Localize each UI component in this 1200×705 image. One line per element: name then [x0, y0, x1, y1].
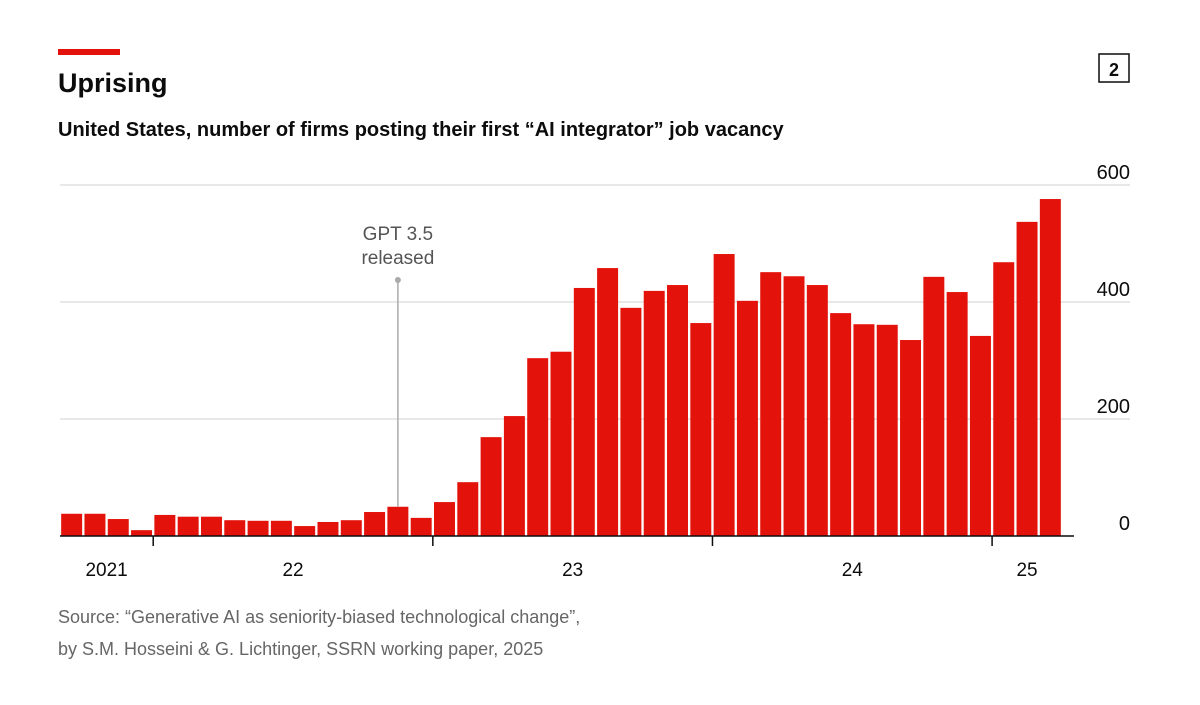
annotation-dot	[394, 277, 401, 283]
bar	[760, 272, 782, 536]
bar	[270, 520, 292, 536]
bar	[900, 340, 922, 536]
source: Source: “Generative AI as seniority-bias…	[58, 607, 580, 627]
bar	[434, 502, 455, 536]
x-tick-label: 23	[562, 560, 583, 581]
chart-number: 2	[1109, 60, 1119, 80]
bar	[364, 512, 386, 536]
y-tick-label: 400	[1097, 279, 1130, 301]
bar	[830, 313, 852, 536]
x-tick-label: 25	[1016, 560, 1037, 581]
x-tick-label: 24	[842, 560, 864, 581]
bar	[597, 268, 619, 536]
bar	[84, 513, 106, 536]
annotation-text: GPT 3.5	[363, 224, 433, 245]
bar	[61, 513, 83, 536]
bar	[154, 514, 176, 536]
y-tick-label: 0	[1119, 513, 1130, 535]
brand-bar	[58, 49, 120, 55]
bar	[340, 520, 362, 536]
bar	[946, 292, 968, 536]
bar	[247, 520, 269, 536]
bar	[923, 276, 945, 536]
bar	[876, 324, 898, 536]
bar	[527, 358, 549, 536]
y-tick-label: 600	[1097, 162, 1130, 184]
bar	[177, 516, 199, 536]
bar	[317, 521, 339, 536]
bar	[806, 285, 828, 536]
bar	[853, 324, 875, 536]
bar	[620, 307, 642, 536]
bar	[573, 287, 595, 536]
bar	[713, 254, 735, 536]
bar	[550, 351, 572, 536]
bar	[690, 323, 712, 536]
bar	[643, 290, 665, 536]
chart-subtitle: United States, number of firms posting t…	[58, 119, 785, 141]
x-tick-label: 2021	[85, 560, 127, 581]
bar	[131, 530, 153, 536]
bar	[667, 285, 688, 536]
annotation-text: released	[361, 248, 434, 269]
chart-title: Uprising	[58, 68, 168, 98]
bar	[1016, 221, 1038, 537]
bar	[1039, 199, 1061, 537]
bar	[783, 276, 805, 536]
source: by S.M. Hosseini & G. Lichtinger, SSRN w…	[58, 639, 543, 659]
y-tick-label: 200	[1097, 396, 1130, 418]
bar	[200, 516, 222, 536]
x-tick-label: 22	[282, 560, 303, 581]
bar	[969, 335, 991, 536]
bar	[294, 526, 316, 536]
bar	[457, 482, 479, 536]
chart-number-box	[1098, 53, 1130, 83]
bar	[107, 519, 129, 536]
bar	[224, 520, 246, 536]
bar	[503, 416, 525, 536]
bar	[410, 517, 432, 536]
bar	[387, 506, 409, 536]
bar	[736, 300, 758, 536]
bar	[480, 437, 502, 536]
bar	[993, 262, 1015, 536]
